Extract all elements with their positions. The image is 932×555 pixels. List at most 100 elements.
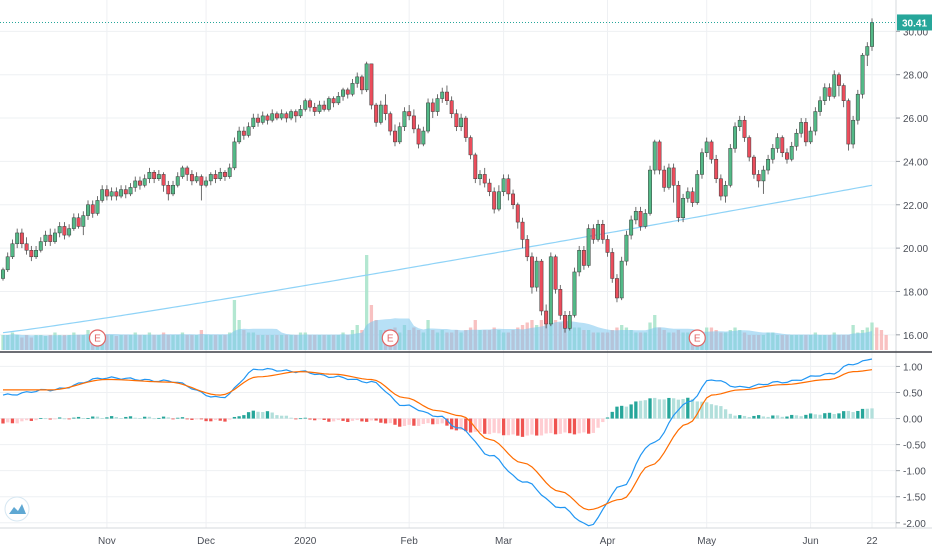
macd-histogram-bar	[629, 404, 633, 419]
candle-body	[180, 167, 185, 177]
macd-histogram-bar	[700, 401, 704, 419]
macd-histogram-bar	[842, 411, 846, 419]
candle	[147, 167, 152, 184]
macd-histogram-bar	[478, 418, 482, 432]
candle	[459, 113, 464, 132]
candle	[836, 72, 841, 97]
candle	[270, 109, 275, 123]
price-tick-label: 18.00	[903, 287, 928, 298]
candle-body	[326, 98, 331, 110]
time-tick-label: May	[697, 536, 716, 547]
candle-body	[799, 122, 804, 134]
candle	[312, 102, 317, 116]
candle	[581, 245, 586, 270]
macd-histogram-bar	[72, 417, 76, 419]
earnings-marker[interactable]: E	[381, 329, 399, 347]
macd-histogram-bar	[185, 418, 189, 420]
candle-body	[700, 152, 704, 175]
candle-body	[629, 219, 634, 236]
candle-body	[860, 54, 865, 95]
macd-histogram-bar	[539, 418, 544, 436]
candle	[256, 113, 260, 127]
macd-histogram-bar	[232, 416, 237, 419]
macd-histogram-bar	[648, 398, 652, 419]
earnings-marker[interactable]: E	[688, 329, 706, 347]
candle	[76, 213, 81, 229]
macd-histogram-bar	[865, 408, 869, 419]
candle-body	[322, 104, 327, 110]
macd-histogram-bar	[681, 398, 685, 419]
candle	[341, 87, 345, 101]
candle-body	[530, 256, 534, 288]
candle-body	[643, 213, 648, 227]
macd-tick-label: -1.00	[903, 467, 926, 478]
candle	[492, 187, 497, 214]
candle-body	[213, 174, 218, 179]
candle-body	[369, 63, 374, 106]
volume-bar	[365, 255, 369, 350]
candle	[298, 105, 303, 119]
candle	[180, 165, 185, 179]
candle	[204, 176, 209, 188]
candle-body	[756, 174, 761, 182]
candle	[208, 172, 213, 186]
candle-body	[378, 104, 383, 123]
macd-histogram-bar	[657, 399, 662, 419]
candle-body	[870, 22, 874, 47]
candle	[619, 256, 624, 301]
macd-histogram-bar	[431, 418, 435, 425]
macd-histogram-bar	[530, 418, 534, 435]
candle	[114, 187, 119, 201]
candle	[38, 237, 43, 253]
candle	[86, 200, 90, 220]
candle	[855, 89, 860, 125]
candle	[24, 237, 29, 255]
macd-histogram-bar	[171, 418, 175, 420]
macd-histogram-bar	[808, 413, 813, 419]
candle-body	[331, 98, 336, 104]
macd-histogram-bar	[638, 400, 643, 419]
macd-histogram-bar	[412, 418, 416, 426]
macd-histogram-bar	[204, 418, 208, 422]
candle-body	[803, 122, 808, 143]
candle-body	[855, 93, 860, 121]
candle-body	[785, 152, 789, 160]
macd-histogram-bar	[620, 405, 624, 419]
candle	[657, 139, 662, 175]
candle-body	[317, 104, 322, 112]
earnings-marker[interactable]: E	[88, 329, 107, 347]
candle-body	[34, 250, 39, 258]
macd-histogram-bar	[752, 415, 756, 419]
candle-body	[123, 189, 128, 195]
candle	[818, 96, 822, 116]
macd-histogram-bar	[58, 417, 62, 419]
candle-body	[185, 167, 190, 175]
candle	[444, 85, 449, 106]
candle-body	[189, 174, 194, 182]
macd-histogram-bar	[209, 418, 213, 422]
candle-body	[827, 87, 832, 97]
candle-body	[865, 46, 870, 56]
candle-body	[487, 182, 492, 193]
macd-histogram-bar	[119, 418, 123, 419]
macd-tick-label: -2.00	[903, 519, 926, 530]
candle-body	[345, 89, 350, 95]
price-tick-label: 26.00	[903, 114, 928, 125]
macd-histogram-bar	[596, 418, 600, 428]
candle-body	[690, 191, 695, 203]
macd-histogram-bar	[308, 418, 312, 420]
candle-body	[478, 174, 482, 179]
candle-body	[265, 115, 270, 121]
macd-histogram-bar	[105, 417, 109, 419]
candle-body	[81, 215, 86, 227]
macd-pane[interactable]	[1, 358, 874, 527]
candle-body	[95, 200, 100, 214]
macd-histogram-bar	[516, 418, 520, 436]
macd-histogram-bar	[671, 398, 676, 419]
tradingview-logo-icon[interactable]	[4, 496, 30, 522]
price-tick-label: 20.00	[903, 244, 928, 255]
candle	[289, 109, 294, 121]
